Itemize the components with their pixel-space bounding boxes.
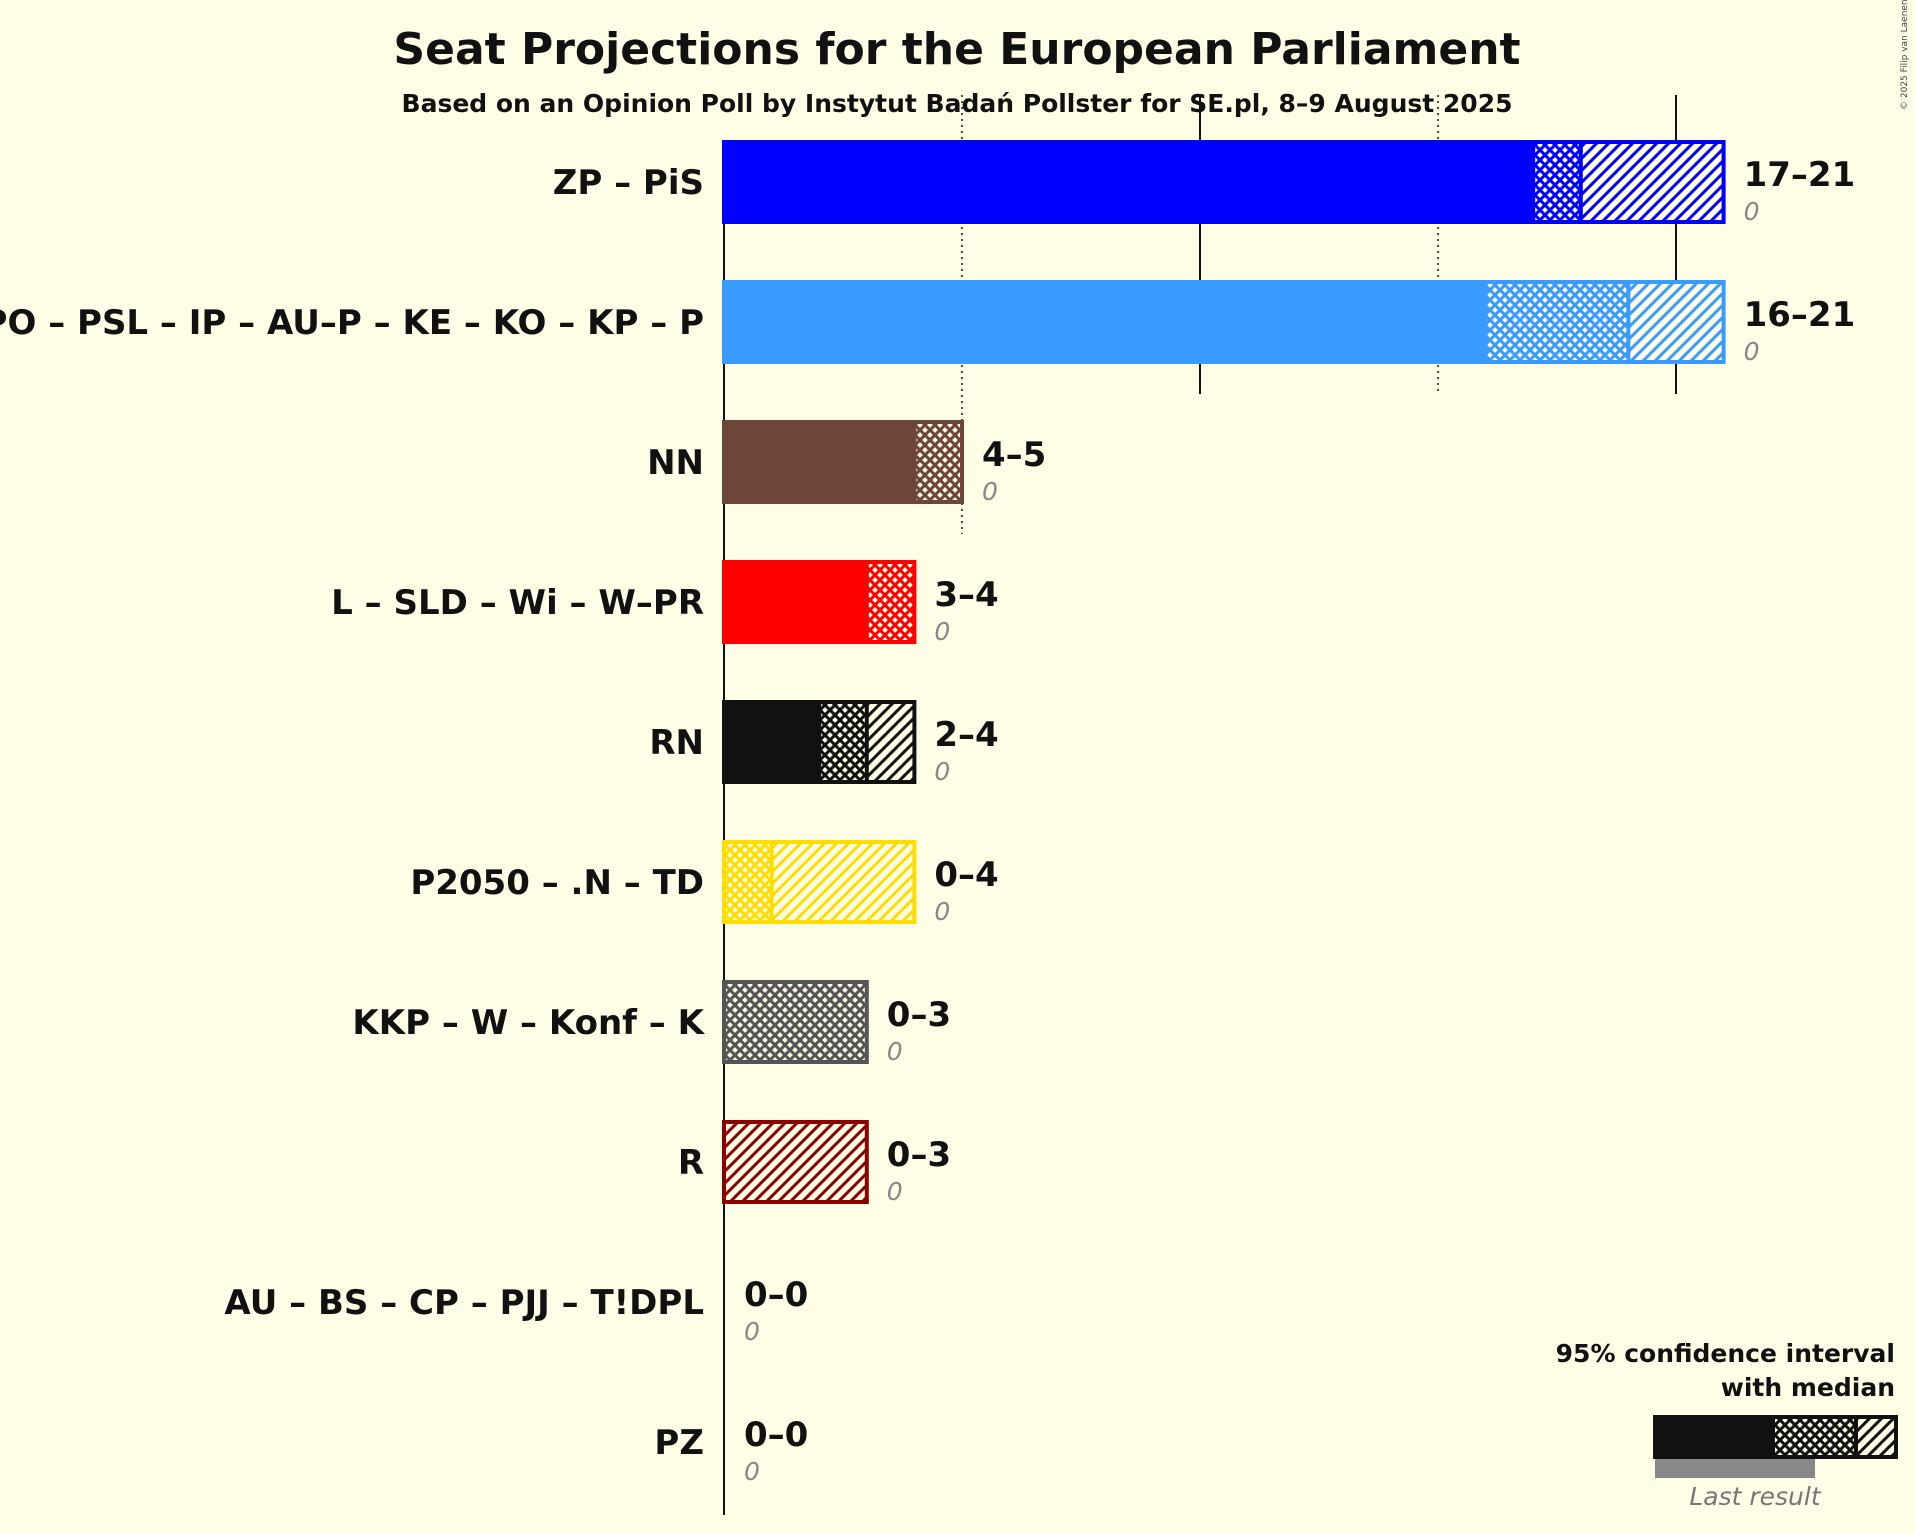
bar-ci-outline [722,980,869,1064]
bar-ci-lower-segment [1485,280,1629,364]
bar-solid-segment [722,140,1534,224]
party-row: PZ 0–00 [654,1415,808,1486]
party-label: PZ [654,1423,704,1463]
bar-ci-upper-segment [1580,140,1724,224]
bar-ci-outline [722,1120,869,1204]
last-result-label: 0 [934,897,950,926]
party-label: L – SLD – Wi – W–PR [331,583,704,623]
last-result-label: 0 [982,477,998,506]
range-label: 0–4 [934,855,998,895]
range-label: 0–3 [887,1135,951,1175]
party-label: KKP – W – Konf – K [352,1003,705,1043]
legend-ci-lower-sample [1773,1415,1856,1459]
party-row: L – SLD – Wi – W–PR 3–40 [331,560,999,646]
range-label: 2–4 [934,715,998,755]
party-row: AU – BS – CP – PJJ – T!DPL 0–00 [224,1275,808,1346]
bar-ci-upper-segment [724,1120,867,1204]
legend-last-result-bar [1655,1458,1815,1478]
party-row: NN 4–50 [647,420,1046,506]
legend-last-result-label: Last result [1689,1482,1821,1511]
last-result-label: 0 [1744,197,1760,226]
bar-ci-lower-segment [866,560,915,644]
last-result-label: 0 [887,1037,903,1066]
legend-ci-label: 95% confidence interval [1556,1339,1895,1368]
party-row: R 0–30 [678,1120,951,1206]
party-row: PO – PSL – IP – AU–P – KE – KO – KP – P 1… [0,280,1855,366]
legend-ci-outline [1771,1415,1898,1459]
range-label: 0–0 [744,1275,808,1315]
bar-ci-lower-segment [724,840,772,924]
bar-solid-segment [722,420,915,504]
chart-title: Seat Projections for the European Parlia… [393,24,1520,75]
bar-ci-upper-segment [866,700,915,784]
bar-ci-outline [864,560,917,644]
bar-ci-outline [1531,140,1726,224]
legend: 95% confidence interval with median Last… [1556,1339,1898,1511]
range-label: 0–3 [887,995,951,1035]
party-label: R [678,1143,704,1183]
bar-solid-segment [722,280,1486,364]
bar-solid-segment [722,700,820,784]
party-row: KKP – W – Konf – K 0–30 [352,980,951,1066]
last-result-label: 0 [744,1457,760,1486]
bar-ci-outline [1483,280,1726,364]
party-label: ZP – PiS [553,163,704,203]
range-label: 17–21 [1744,155,1856,195]
bar-ci-lower-segment [1533,140,1581,224]
last-result-label: 0 [934,617,950,646]
legend-solid-sample [1653,1415,1773,1459]
last-result-label: 0 [934,757,950,786]
party-label: RN [649,723,704,763]
chart-subtitle: Based on an Opinion Poll by Instytut Bad… [402,89,1513,118]
bar-ci-lower-segment [819,700,867,784]
range-label: 4–5 [982,435,1046,475]
bar-ci-outline [722,840,917,924]
bar-ci-upper-segment [771,840,915,924]
bar-ci-upper-segment [1628,280,1724,364]
range-label: 16–21 [1744,295,1856,335]
legend-median-label: with median [1721,1373,1895,1402]
party-label: AU – BS – CP – PJJ – T!DPL [224,1283,704,1323]
party-row: P2050 – .N – TD 0–40 [410,840,999,926]
party-label: NN [647,443,704,483]
chart-credit: © 2025 Filip van Laenen [1900,0,1910,110]
range-label: 3–4 [934,575,998,615]
last-result-label: 0 [1744,337,1760,366]
bar-solid-segment [722,560,867,644]
party-label: PO – PSL – IP – AU–P – KE – KO – KP – P [0,303,704,343]
party-row: ZP – PiS 17–210 [553,140,1856,226]
bar-ci-lower-segment [914,420,962,504]
range-label: 0–0 [744,1415,808,1455]
party-label: P2050 – .N – TD [410,863,704,903]
last-result-label: 0 [744,1317,760,1346]
legend-ci-upper-sample [1856,1415,1896,1459]
bar-ci-outline [912,420,965,504]
last-result-label: 0 [887,1177,903,1206]
bar-ci-lower-segment [724,980,867,1064]
party-row: RN 2–40 [649,700,999,786]
